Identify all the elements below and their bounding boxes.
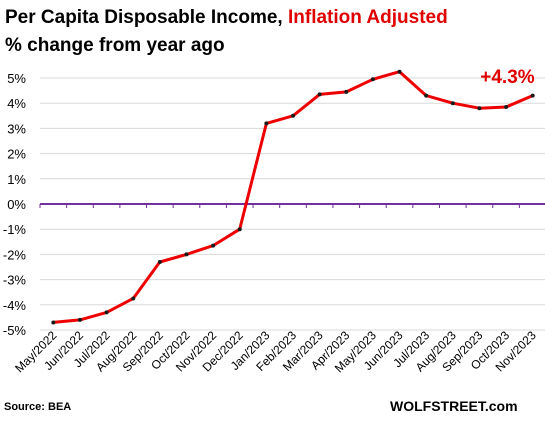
data-point: [157, 259, 162, 264]
y-tick-label: 5%: [7, 71, 26, 86]
data-point: [450, 101, 455, 106]
data-point: [291, 113, 295, 118]
data-point: [344, 89, 349, 94]
source-note: Source: BEA: [4, 401, 72, 413]
y-tick-label: -4%: [3, 298, 27, 313]
y-tick-label: -2%: [3, 247, 27, 262]
chart-subtitle: % change from year ago: [5, 35, 225, 56]
y-tick-label: -1%: [3, 222, 27, 237]
data-point: [370, 77, 375, 82]
data-point: [184, 252, 189, 257]
y-tick-label: 1%: [7, 172, 26, 187]
series-line: [53, 70, 534, 324]
data-point: [211, 243, 216, 248]
data-point: [530, 93, 535, 98]
data-point: [504, 104, 509, 109]
data-point: [317, 92, 322, 97]
data-point: [51, 320, 56, 325]
y-tick-label: -3%: [3, 273, 27, 288]
brand-watermark: WOLFSTREET.com: [390, 398, 518, 414]
data-point: [131, 296, 136, 301]
title-main: Per Capita Disposable Income,: [5, 7, 288, 28]
chart-title: Per Capita Disposable Income, Inflation …: [5, 4, 448, 32]
y-tick-label: 4%: [7, 96, 26, 111]
y-tick-label: 0%: [7, 197, 26, 212]
data-point: [424, 93, 429, 98]
data-point: [264, 121, 269, 126]
data-point: [237, 227, 242, 232]
data-point: [397, 69, 402, 74]
data-point: [477, 106, 482, 111]
last-value-annotation: +4.3%: [480, 67, 535, 88]
y-tick-label: -5%: [3, 323, 27, 338]
y-tick-label: 3%: [7, 121, 26, 136]
data-point: [104, 310, 109, 315]
y-tick-label: 2%: [7, 147, 26, 162]
data-point: [77, 317, 82, 322]
title-highlight: Inflation Adjusted: [287, 7, 448, 28]
